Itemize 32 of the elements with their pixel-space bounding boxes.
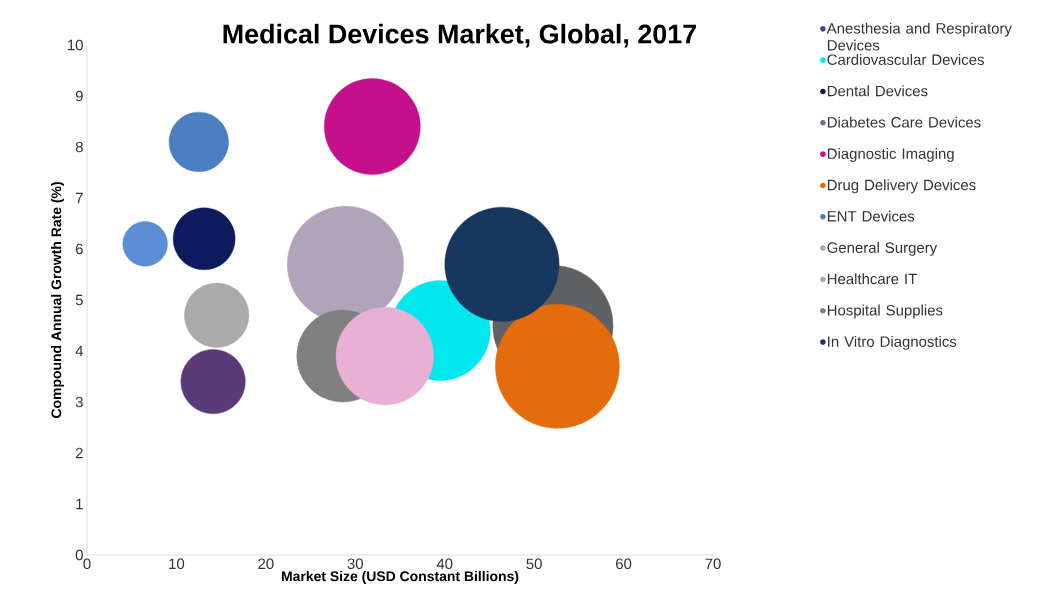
legend-label: Hospital Supplies: [827, 304, 943, 319]
x-tick-label: 50: [526, 558, 542, 570]
legend-label: Dental Devices: [827, 85, 928, 97]
y-tick-label: 5: [75, 294, 83, 306]
chart-title: Medical Devices Market, Global, 2017: [223, 23, 696, 48]
y-tick-label: 9: [75, 90, 83, 102]
x-tick-label: 40: [436, 558, 453, 570]
x-tick-label: 20: [258, 558, 274, 570]
y-tick-label: 8: [75, 141, 83, 153]
x-axis-title: Market Size (USD Constant Billions): [281, 570, 519, 584]
y-tick-label: 1: [76, 498, 83, 510]
x-tick-label: 10: [169, 558, 185, 570]
y-tick-label: 0: [75, 549, 83, 561]
y-tick-label: 6: [75, 243, 83, 255]
legend-label: Diabetes Care Devices: [827, 116, 981, 128]
legend-label: ENT Devices: [827, 210, 915, 222]
y-tick-label: 10: [68, 39, 83, 51]
y-tick-label: 4: [75, 345, 84, 357]
legend-label: Drug Delivery Devices: [827, 179, 976, 194]
y-axis-title: Compound Annual Growth Rate (%): [51, 182, 65, 418]
x-tick-label: 30: [347, 558, 363, 570]
legend-label: In Vitro Diagnostics: [828, 335, 957, 350]
legend-label: Diagnostic Imaging: [827, 147, 954, 162]
legend-label: General Surgery: [827, 241, 938, 256]
x-tick-label: 70: [705, 558, 721, 570]
y-tick-label: 7: [75, 192, 83, 204]
legend-label: Anesthesia and Respiratory Devices: [826, 22, 1012, 51]
legend-label: Healthcare IT: [827, 273, 917, 285]
y-tick-label: 2: [75, 447, 83, 459]
legend-label: Cardiovascular Devices: [827, 54, 984, 65]
x-tick-label: 60: [616, 558, 632, 570]
y-tick-label: 3: [75, 396, 83, 408]
